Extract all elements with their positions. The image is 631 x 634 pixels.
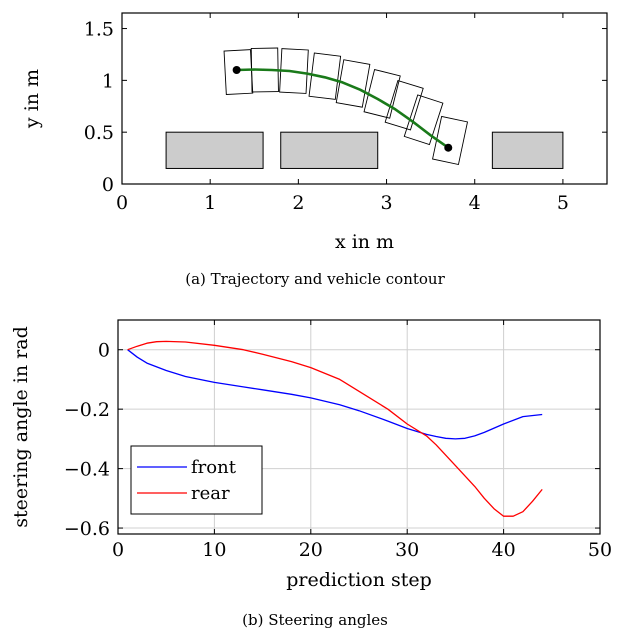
y-tick-label: −0.4 (64, 459, 110, 481)
x-tick-label: 2 (292, 192, 304, 214)
vehicle-contour (363, 68, 401, 119)
y-axis-label: y in m (21, 69, 43, 129)
y-tick-label: 1.5 (84, 19, 114, 41)
trajectory-chart: 0 1 2 3 4 5 0 0.5 1 1.5 x in m y in m (21, 12, 608, 253)
legend-label-front: front (191, 457, 237, 478)
x-tick-label: 1 (204, 192, 216, 214)
x-tick-label: 30 (395, 539, 419, 561)
legend: front rear (130, 445, 263, 515)
trajectory-line (236, 68, 450, 149)
obstacle (280, 131, 379, 169)
y-tick-label: 0 (98, 340, 110, 362)
series-line-rear (127, 340, 543, 517)
obstacles (165, 131, 564, 169)
trajectory-endpoint (232, 66, 241, 74)
x-tick-label: 3 (380, 192, 392, 214)
y-tick-label: 0 (102, 174, 114, 196)
steering-chart: 0 10 20 30 40 50 0 −0.2 −0.4 −0.6 front rear predi… (10, 319, 612, 591)
y-axis-label: steering angle in rad (10, 326, 32, 528)
x-tick-label: 5 (557, 192, 569, 214)
trajectory (232, 66, 453, 152)
obstacle (491, 131, 564, 169)
x-axis-label: prediction step (286, 569, 432, 591)
axis-ticks: 0 10 20 30 40 50 0 −0.2 −0.4 −0.6 (64, 320, 612, 561)
plot-frame (121, 12, 608, 185)
axis-ticks: 0 1 2 3 4 5 0 0.5 1 1.5 (84, 13, 607, 214)
x-tick-label: 0 (112, 539, 124, 561)
y-tick-label: 1 (102, 70, 114, 92)
series-lines (127, 340, 543, 517)
vehicle-contour (384, 79, 424, 131)
legend-label-rear: rear (191, 483, 230, 504)
x-tick-label: 0 (116, 192, 128, 214)
series-line-front (127, 349, 543, 440)
caption-top: (a) Trajectory and vehicle contour (185, 270, 445, 288)
legend-box (130, 445, 263, 515)
x-tick-label: 20 (299, 539, 323, 561)
y-tick-label: −0.6 (64, 518, 110, 540)
vehicle-contour (432, 115, 469, 166)
trajectory-endpoint (444, 143, 453, 152)
y-tick-label: −0.2 (64, 399, 110, 421)
x-tick-label: 10 (202, 539, 226, 561)
vehicle-contour (403, 94, 444, 146)
x-tick-label: 50 (588, 539, 612, 561)
x-axis-label: x in m (335, 231, 394, 253)
y-tick-label: 0.5 (84, 122, 114, 144)
x-tick-label: 4 (469, 192, 481, 214)
caption-bottom: (b) Steering angles (242, 611, 388, 629)
plot-frame (117, 319, 601, 535)
obstacle (165, 131, 264, 169)
vehicle-contour (335, 59, 371, 108)
x-tick-label: 40 (492, 539, 516, 561)
